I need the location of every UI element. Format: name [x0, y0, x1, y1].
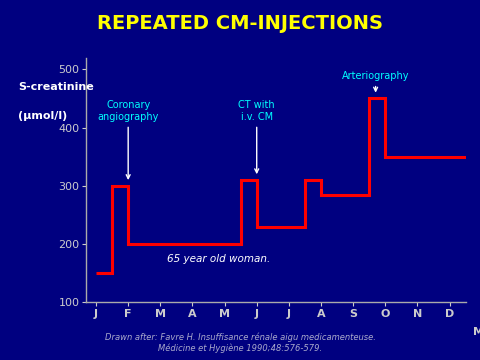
Text: S-creatinine: S-creatinine — [18, 82, 94, 92]
Text: Arteriography: Arteriography — [342, 71, 409, 91]
Text: (μmol/l): (μmol/l) — [18, 112, 67, 121]
Text: Coronary
angiography: Coronary angiography — [97, 100, 159, 179]
Text: 65 year old woman.: 65 year old woman. — [167, 253, 270, 264]
Text: REPEATED CM-INJECTIONS: REPEATED CM-INJECTIONS — [97, 14, 383, 33]
Text: Month: Month — [473, 327, 480, 337]
Text: Drawn after: Favre H. Insuffisance rénale aigu medicamenteuse.
Médicine et Hygiè: Drawn after: Favre H. Insuffisance rénal… — [105, 332, 375, 353]
Text: CT with
i.v. CM: CT with i.v. CM — [239, 100, 275, 173]
